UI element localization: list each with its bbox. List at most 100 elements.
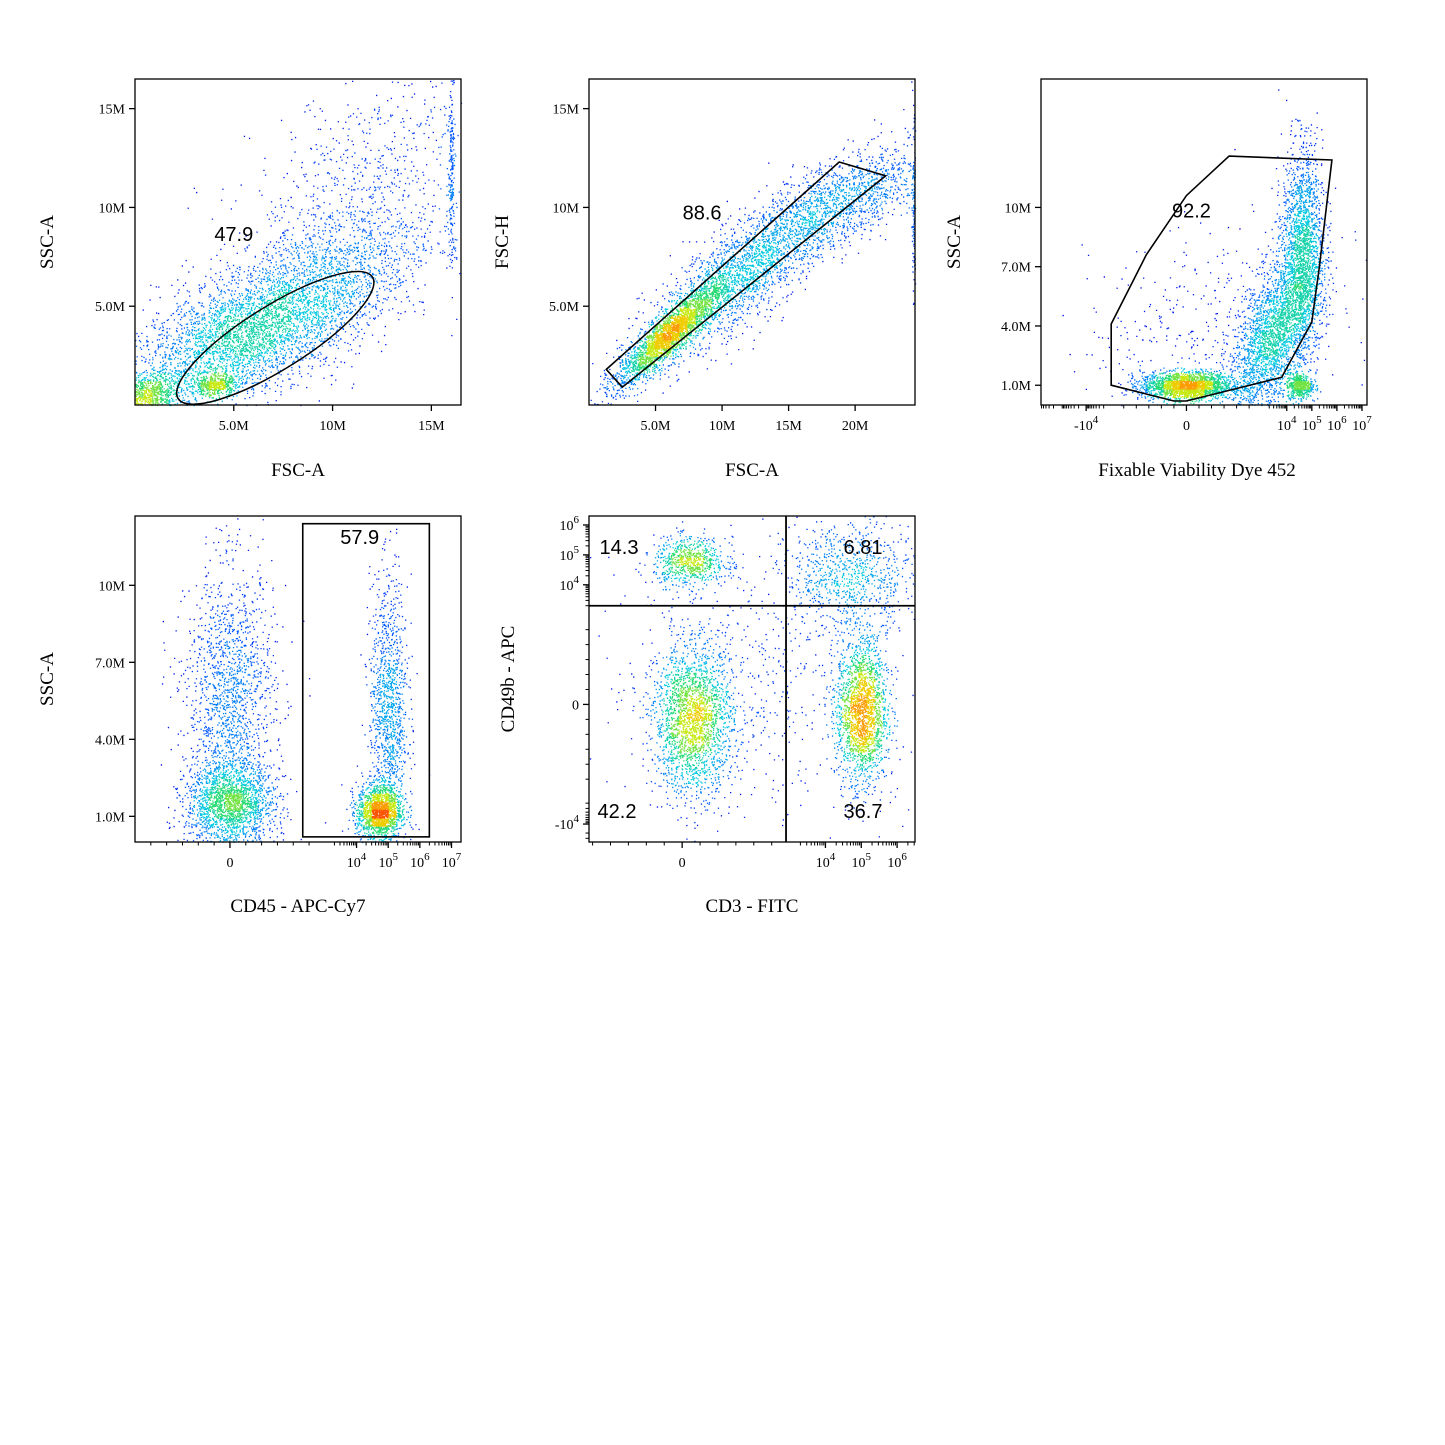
x-axis-label: CD45 - APC-Cy7 [230, 896, 365, 917]
x-tick-label: 5.0M [641, 419, 672, 434]
y-tick-label: 0 [572, 698, 579, 713]
y-tick-label: 15M [99, 103, 126, 118]
event-density-level-10 [363, 793, 397, 819]
event-density-level-12 [371, 801, 389, 811]
panel-viability-vs-ssc-a: 92.2 -104 0 104 105 106 107 1.0M 4.0M 7.0M 10M Fi… [944, 78, 1372, 481]
panel-cd45-vs-ssc-a: 57.9 0 104 105 106 107 1.0M 4.0M 7.0M 10M CD45 -… [37, 515, 462, 917]
y-tick-label: 15M [553, 103, 580, 118]
y-tick-label: 4.0M [95, 733, 126, 748]
x-tick-label: 106 [1327, 414, 1347, 434]
y-tick-label: 4.0M [1001, 320, 1032, 335]
x-tick-label: 105 [852, 851, 872, 871]
x-tick-label: -104 [1074, 414, 1099, 434]
x-tick-label: 106 [410, 851, 430, 871]
y-tick-label: 5.0M [95, 300, 126, 315]
y-tick-label: 10M [99, 579, 126, 594]
x-tick-label: 15M [775, 419, 802, 434]
event-density-level-10 [646, 307, 697, 358]
rectangle-gate[interactable] [301, 522, 431, 838]
event-density-level-12 [662, 323, 680, 341]
x-tick-label: 107 [442, 851, 462, 871]
event-density-level-8 [135, 372, 235, 406]
event-density-level-9 [1163, 372, 1311, 398]
x-tick-label: 0 [679, 856, 686, 871]
x-axis-label: FSC-A [725, 460, 779, 481]
event-density-level-8 [208, 785, 389, 835]
x-tick-label: 104 [1277, 414, 1297, 434]
y-tick-label: 10M [1005, 201, 1032, 216]
event-density-level-5 [1139, 185, 1320, 406]
polygon-gate[interactable] [605, 161, 888, 389]
plot-frame [588, 78, 916, 406]
event-density-level-10 [135, 380, 226, 406]
y-tick-label: 105 [560, 544, 580, 564]
event-density-level-12 [850, 695, 868, 738]
x-tick-label: 104 [816, 851, 836, 871]
y-axis-label: CD49b - APC [498, 626, 519, 733]
quadrant-label-top-right: 6.81 [844, 537, 883, 559]
event-density-level-7 [1147, 226, 1312, 406]
event-density-level-5 [621, 177, 876, 382]
quadrant-label-top-left: 14.3 [600, 537, 639, 559]
event-density-level-9 [637, 299, 713, 366]
y-tick-label: 7.0M [95, 656, 126, 671]
x-tick-label: 5.0M [219, 419, 250, 434]
event-density-level-13 [371, 809, 389, 819]
event-density-level-5 [151, 251, 356, 407]
y-tick-label: 10M [99, 201, 126, 216]
event-density-level-4 [192, 639, 413, 843]
event-density-level-5 [654, 533, 892, 787]
plot-frame [134, 78, 462, 406]
x-tick-label: 104 [347, 851, 367, 871]
y-tick-label: 1.0M [1001, 379, 1032, 394]
x-tick-label: 20M [842, 419, 869, 434]
y-tick-label: 106 [560, 514, 580, 534]
y-axis-label: SSC-A [944, 215, 965, 269]
y-tick-label: 5.0M [549, 300, 580, 315]
event-density-level-3 [184, 606, 414, 844]
x-tick-label: 0 [1183, 419, 1190, 434]
x-tick-label: 10M [319, 419, 346, 434]
event-density-level-4 [606, 168, 917, 390]
x-axis-label: CD3 - FITC [706, 896, 799, 917]
quadrant-label-bottom-left: 42.2 [598, 801, 637, 823]
y-axis-label: SSC-A [37, 215, 58, 269]
gate-percentage-label: 57.9 [340, 527, 379, 549]
panel-fsc-a-vs-fsc-h: 88.6 5.0M 10M 15M 20M 5.0M 10M 15M FSC-A FSC-H [492, 78, 917, 481]
x-tick-label: 106 [887, 851, 907, 871]
event-density-level-6 [135, 282, 332, 407]
y-tick-label: -104 [555, 813, 580, 833]
plot-frame [588, 515, 916, 843]
ellipse-gate[interactable] [161, 250, 389, 425]
y-axis-label: SSC-A [37, 652, 58, 706]
polygon-gate[interactable] [1110, 155, 1333, 402]
y-tick-label: 104 [560, 574, 580, 594]
x-tick-label: 105 [378, 851, 398, 871]
x-tick-label: 107 [1352, 414, 1372, 434]
x-tick-label: 0 [226, 856, 233, 871]
x-tick-label: 15M [418, 419, 445, 434]
y-tick-label: 7.0M [1001, 261, 1032, 276]
gate-percentage-label: 47.9 [214, 224, 253, 246]
event-density-level-3 [135, 118, 459, 405]
x-tick-label: 105 [1302, 414, 1322, 434]
x-tick-label: 10M [709, 419, 736, 434]
event-density-level-7 [151, 291, 292, 398]
panel-fsc-a-vs-ssc-a: 47.9 5.0M 10M 15M 5.0M 10M 15M FSC-A SSC-A [37, 78, 463, 481]
gate-percentage-label: 92.2 [1172, 200, 1211, 222]
plot-frame [1040, 78, 1368, 406]
gate-percentage-label: 88.6 [683, 202, 722, 224]
x-axis-label: Fixable Viability Dye 452 [1098, 460, 1295, 481]
event-density-level-9 [135, 372, 226, 407]
panel-cd3-vs-cd49b: 14.3 6.81 42.2 36.7 0 104 105 106 -104 0 104 105 10… [498, 514, 916, 917]
y-tick-label: 1.0M [95, 810, 126, 825]
y-axis-label: FSC-H [492, 215, 513, 269]
event-density-level-12 [1179, 380, 1198, 390]
event-density-level-11 [371, 809, 397, 827]
event-density-level-6 [200, 768, 406, 843]
quadrant-label-bottom-right: 36.7 [844, 801, 883, 823]
plot-frame [134, 515, 462, 843]
event-density-level-10 [1163, 372, 1214, 399]
